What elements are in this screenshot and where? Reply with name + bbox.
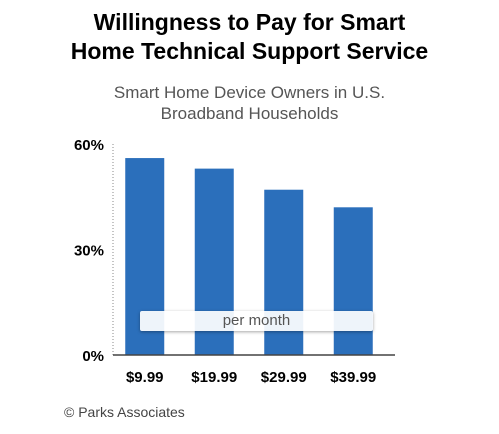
y-tick-label: 30% [74,243,104,260]
subtitle-line-2: Broadband Households [160,104,339,123]
per-month-note: per month [140,311,373,331]
x-tick-label: $29.99 [261,369,307,386]
y-tick-label: 60% [74,137,104,154]
chart-subtitle: Smart Home Device Owners in U.S. Broadba… [0,82,499,124]
bar-4 [333,207,373,355]
x-tick-label: $19.99 [191,369,237,386]
title-line-2: Home Technical Support Service [70,38,429,64]
x-tick-label: $39.99 [330,369,376,386]
x-tick-label: $9.99 [126,369,164,386]
title-line-1: Willingness to Pay for Smart [93,9,406,35]
chart-title: Willingness to Pay for Smart Home Techni… [0,8,499,66]
copyright-credit: © Parks Associates [64,404,185,420]
subtitle-line-1: Smart Home Device Owners in U.S. [113,83,386,102]
y-tick-label: 0% [82,348,104,365]
